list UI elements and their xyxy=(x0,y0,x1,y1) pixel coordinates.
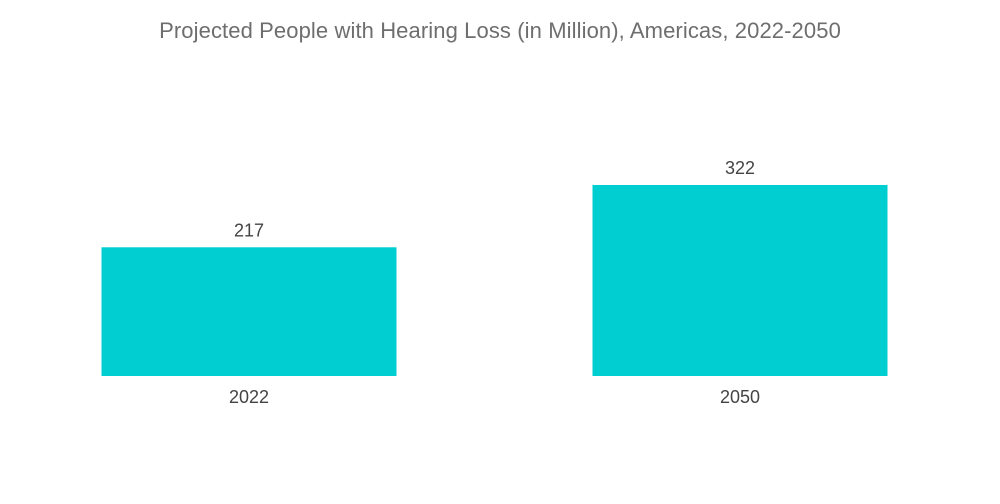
value-labels-group: 217 322 xyxy=(234,158,755,240)
x-tick-label-2050: 2050 xyxy=(720,387,760,407)
data-label-2022: 217 xyxy=(234,220,264,240)
x-tick-labels-group: 2022 2050 xyxy=(229,387,760,407)
data-label-2050: 322 xyxy=(725,158,755,178)
bar-2022 xyxy=(101,247,397,376)
chart-title: Projected People with Hearing Loss (in M… xyxy=(159,18,841,43)
bar-2050 xyxy=(592,185,888,376)
bars-group xyxy=(101,185,888,376)
x-tick-label-2022: 2022 xyxy=(229,387,269,407)
